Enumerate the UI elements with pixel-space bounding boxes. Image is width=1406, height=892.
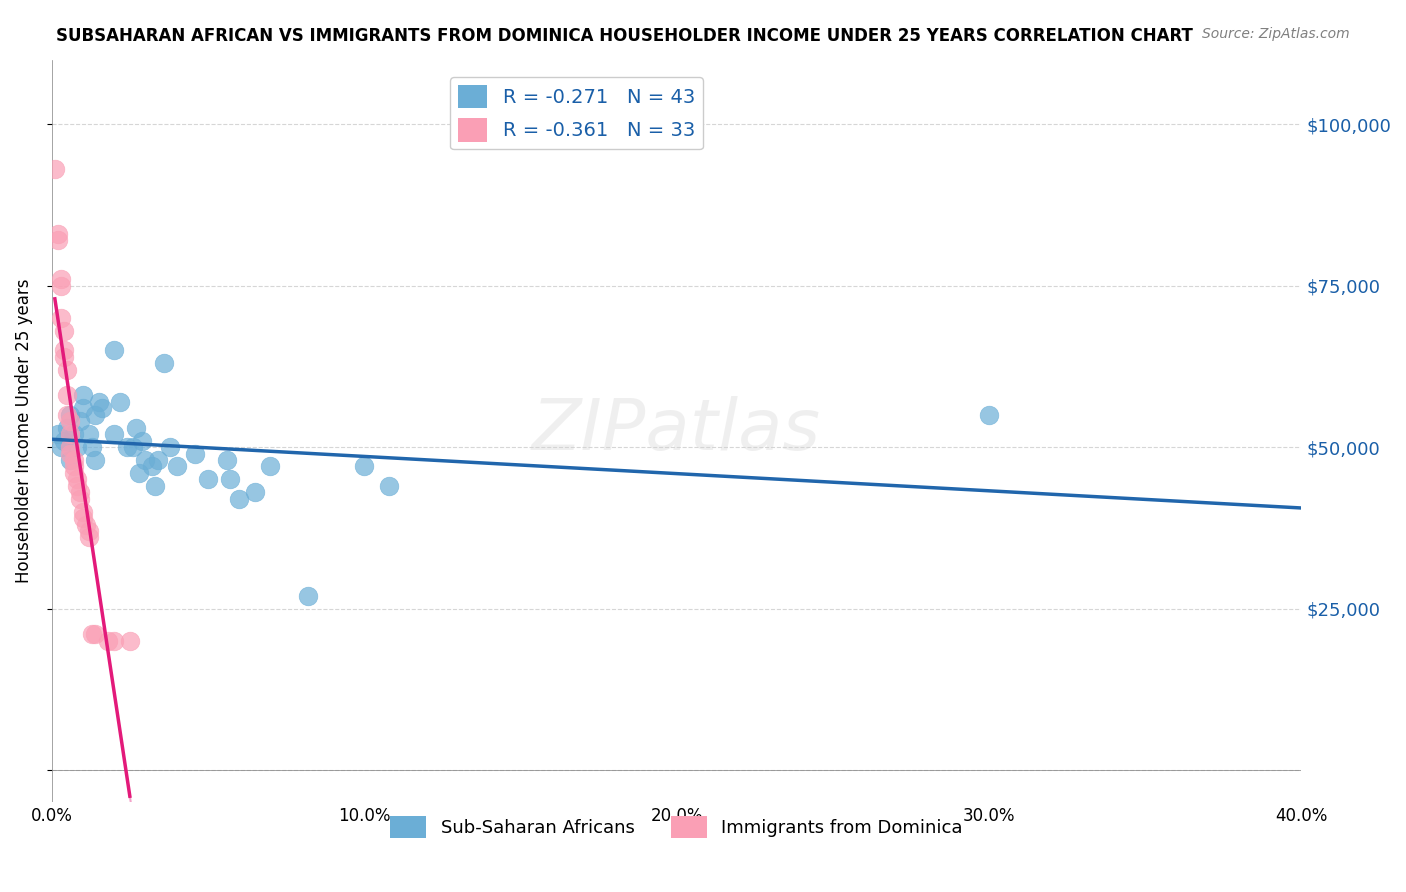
Point bbox=[87, 395, 110, 409]
Point bbox=[297, 589, 319, 603]
Point bbox=[197, 472, 219, 486]
Text: SUBSAHARAN AFRICAN VS IMMIGRANTS FROM DOMINICA HOUSEHOLDER INCOME UNDER 25 YEARS: SUBSAHARAN AFRICAN VS IMMIGRANTS FROM DO… bbox=[56, 27, 1194, 45]
Point bbox=[59, 427, 82, 442]
Point bbox=[77, 524, 100, 538]
Point bbox=[75, 517, 97, 532]
Point bbox=[131, 434, 153, 448]
Point bbox=[59, 453, 82, 467]
Point bbox=[49, 440, 72, 454]
Point bbox=[378, 479, 401, 493]
Point bbox=[103, 427, 125, 442]
Point bbox=[159, 440, 181, 454]
Point bbox=[166, 459, 188, 474]
Point bbox=[243, 485, 266, 500]
Point bbox=[110, 395, 132, 409]
Point bbox=[66, 440, 89, 454]
Point bbox=[143, 479, 166, 493]
Point bbox=[46, 234, 69, 248]
Point bbox=[62, 466, 84, 480]
Point bbox=[84, 408, 107, 422]
Point bbox=[69, 485, 91, 500]
Point bbox=[66, 472, 89, 486]
Point bbox=[49, 272, 72, 286]
Point bbox=[69, 491, 91, 506]
Point bbox=[90, 401, 112, 416]
Point bbox=[72, 388, 94, 402]
Point bbox=[53, 350, 76, 364]
Point bbox=[82, 440, 104, 454]
Point bbox=[218, 472, 240, 486]
Point bbox=[46, 227, 69, 241]
Point bbox=[259, 459, 281, 474]
Point bbox=[118, 633, 141, 648]
Point bbox=[103, 633, 125, 648]
Point bbox=[44, 162, 66, 177]
Point bbox=[53, 324, 76, 338]
Point bbox=[77, 427, 100, 442]
Point bbox=[62, 459, 84, 474]
Point bbox=[59, 440, 82, 454]
Point bbox=[46, 427, 69, 442]
Point bbox=[153, 356, 176, 370]
Text: ZIPatlas: ZIPatlas bbox=[531, 396, 821, 466]
Point bbox=[353, 459, 375, 474]
Point bbox=[72, 505, 94, 519]
Point bbox=[56, 408, 79, 422]
Point bbox=[228, 491, 250, 506]
Point bbox=[184, 446, 207, 460]
Point bbox=[215, 453, 238, 467]
Point bbox=[62, 427, 84, 442]
Point bbox=[146, 453, 169, 467]
Point bbox=[115, 440, 138, 454]
Point bbox=[56, 388, 79, 402]
Point bbox=[977, 408, 1000, 422]
Point bbox=[66, 479, 89, 493]
Point bbox=[62, 453, 84, 467]
Point bbox=[53, 343, 76, 358]
Text: Source: ZipAtlas.com: Source: ZipAtlas.com bbox=[1202, 27, 1350, 41]
Point bbox=[125, 420, 148, 434]
Point bbox=[59, 408, 82, 422]
Y-axis label: Householder Income Under 25 years: Householder Income Under 25 years bbox=[15, 278, 32, 583]
Point bbox=[82, 627, 104, 641]
Point bbox=[59, 446, 82, 460]
Point bbox=[53, 434, 76, 448]
Legend: Sub-Saharan Africans, Immigrants from Dominica: Sub-Saharan Africans, Immigrants from Do… bbox=[382, 809, 970, 846]
Point bbox=[69, 414, 91, 428]
Point bbox=[49, 310, 72, 325]
Point bbox=[49, 278, 72, 293]
Point bbox=[72, 401, 94, 416]
Point bbox=[59, 414, 82, 428]
Point bbox=[56, 420, 79, 434]
Point bbox=[128, 466, 150, 480]
Point bbox=[84, 453, 107, 467]
Point bbox=[56, 362, 79, 376]
Point bbox=[103, 343, 125, 358]
Point bbox=[97, 633, 120, 648]
Point bbox=[122, 440, 145, 454]
Point bbox=[72, 511, 94, 525]
Point bbox=[134, 453, 156, 467]
Point bbox=[84, 627, 107, 641]
Point bbox=[141, 459, 163, 474]
Point bbox=[77, 531, 100, 545]
